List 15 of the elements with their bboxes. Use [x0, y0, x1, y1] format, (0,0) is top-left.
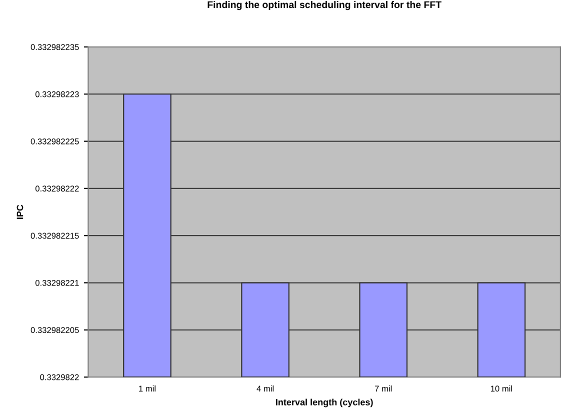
y-tick-label: 0.33298223: [35, 91, 79, 98]
y-tick-label: 0.332982205: [30, 327, 79, 334]
y-tick-label: 0.3329822: [40, 374, 79, 380]
chart-title: Finding the optimal scheduling interval for the FFT: [208, 0, 442, 10]
y-tick-label: 0.332982215: [30, 232, 79, 239]
y-tick-label: 0.33298221: [35, 280, 79, 286]
x-tick-label: 4 mil: [256, 385, 274, 392]
y-axis-title: IPC: [16, 204, 24, 219]
x-tick-label: 7 mil: [374, 385, 392, 392]
x-tick-label: 10 mil: [490, 385, 512, 392]
y-tick-label: 0.332982225: [30, 138, 79, 144]
x-axis-title: Interval length (cycles): [276, 398, 373, 408]
y-tick-label: 0.33298222: [35, 186, 79, 192]
y-tick-label: 0.332982235: [30, 44, 79, 50]
x-tick-label: 1 mil: [139, 385, 156, 392]
